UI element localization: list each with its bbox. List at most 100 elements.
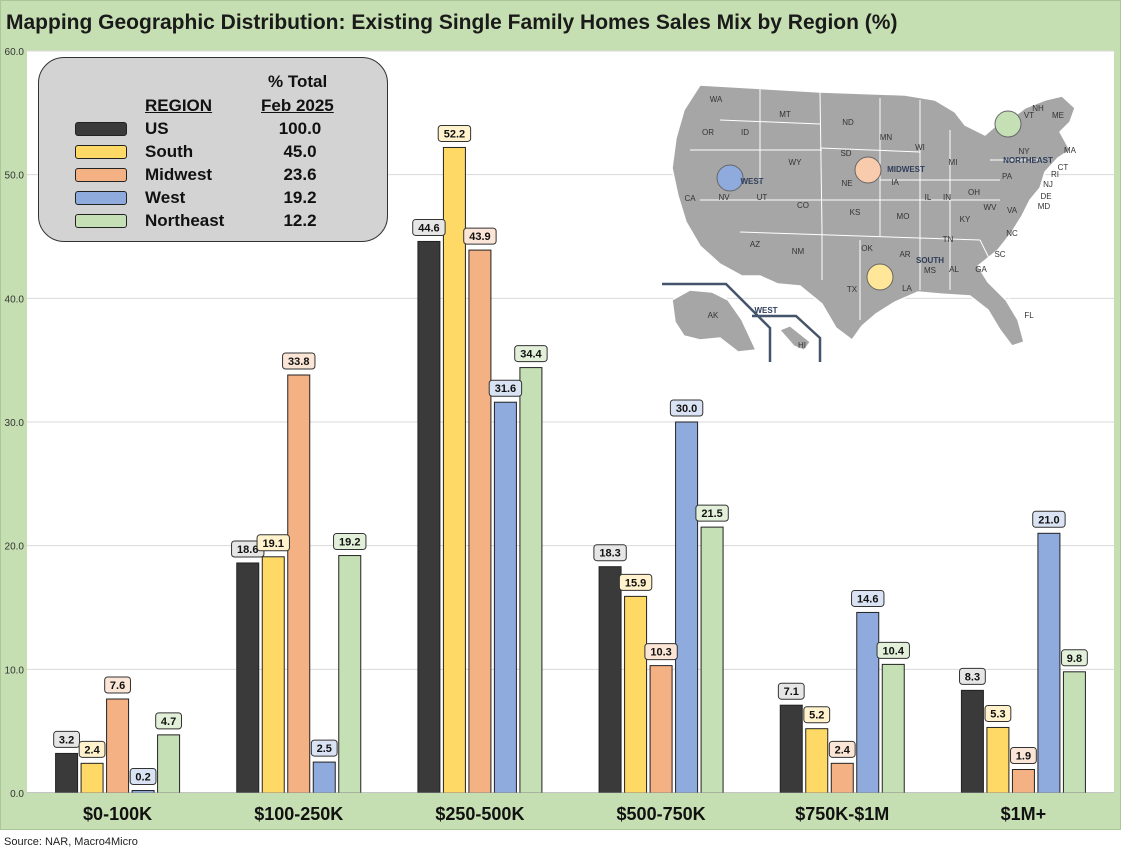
data-label: 2.5	[317, 743, 332, 755]
state-label: TX	[847, 285, 858, 294]
state-label: IN	[943, 193, 951, 202]
state-label: CO	[797, 201, 809, 210]
state-label: OR	[702, 128, 714, 137]
data-label: 43.9	[469, 231, 490, 243]
data-label-box	[256, 534, 290, 552]
bar-northeast	[338, 555, 362, 794]
data-label: 21.0	[1038, 514, 1059, 526]
state-label: NY	[1018, 147, 1030, 156]
state-label: WI	[915, 143, 925, 152]
data-label-box	[53, 730, 80, 748]
x-axis-categories: $0-100K $100-250K $250-500K $500-750K $750K-…	[83, 804, 1046, 824]
data-label: 5.2	[809, 710, 824, 722]
state-border	[819, 147, 921, 153]
state-label: IA	[891, 178, 899, 187]
grid-lines	[27, 50, 1114, 670]
state-label: ND	[842, 118, 854, 127]
x-category-label: $1M+	[1001, 804, 1047, 824]
bar-south	[805, 728, 829, 794]
state-border	[979, 239, 1011, 301]
state-label: OH	[968, 188, 980, 197]
legend-region-value: 45.0	[283, 142, 317, 161]
legend-header-date: Feb 2025	[261, 96, 334, 115]
data-label: 34.4	[520, 349, 542, 361]
legend-table: % Total Feb 2025 REGION US 100.0 South 45.0…	[38, 57, 388, 242]
state-label: NM	[792, 247, 805, 256]
y-tick-label: 30.0	[5, 418, 25, 429]
bar-west	[493, 401, 517, 794]
data-label: 5.3	[990, 708, 1005, 720]
region-label: MIDWEST	[887, 165, 925, 174]
legend-header-total: % Total	[268, 72, 328, 91]
alaska-shape	[671, 289, 758, 353]
bar-midwest	[468, 249, 492, 794]
data-label-box	[463, 227, 497, 245]
data-label-box	[282, 352, 316, 370]
data-label-box	[959, 667, 986, 685]
state-label: UT	[757, 193, 768, 202]
legend-region-value: 100.0	[278, 119, 322, 138]
data-label: 31.6	[495, 383, 516, 395]
data-label-box	[310, 739, 338, 757]
bar-midwest	[106, 698, 130, 794]
inset-divider	[662, 282, 772, 362]
data-label: 19.2	[339, 537, 360, 549]
state-label: SD	[840, 149, 851, 158]
x-category-label: $0-100K	[83, 804, 152, 824]
bars	[55, 146, 1086, 794]
data-label-box	[514, 345, 548, 363]
legend-region-name: West	[145, 188, 186, 207]
data-labels: 3.2 2.4 7.6 0.2 4.7 18.6 19.1 33.8 2.5 19.2 44.6 52…	[53, 124, 1088, 786]
y-axis-ticks: 0.0 10.0 20.0 30.0 40.0 50.0 60.0	[5, 47, 25, 800]
state-border	[719, 119, 821, 125]
data-label: 18.6	[237, 544, 258, 556]
state-label: WV	[984, 203, 998, 212]
state-label: MN	[880, 133, 893, 142]
bar-south	[986, 726, 1010, 794]
region-label: NORTHEAST	[1003, 156, 1053, 165]
region-label: WEST	[740, 177, 763, 186]
data-label: 19.1	[263, 538, 284, 550]
state-label: WA	[710, 95, 723, 104]
state-label: GA	[975, 265, 987, 274]
data-label-box	[78, 740, 106, 758]
bar-us	[598, 566, 622, 794]
chart-title: Mapping Geographic Distribution: Existin…	[6, 11, 898, 34]
data-label: 33.8	[288, 356, 309, 368]
region-marker	[716, 164, 744, 192]
bar-us	[236, 562, 260, 794]
state-label: WY	[789, 158, 803, 167]
data-label-box	[695, 504, 729, 522]
state-label: NH	[1032, 104, 1044, 113]
data-label-box	[644, 643, 678, 661]
state-label: ID	[741, 128, 749, 137]
bar-south	[442, 146, 466, 794]
data-label: 21.5	[701, 508, 722, 520]
state-label: CT	[1058, 163, 1069, 172]
legend-region-name: Midwest	[145, 165, 213, 184]
legend-region-value: 12.2	[283, 211, 317, 230]
data-label: 3.2	[59, 734, 74, 746]
data-label: 10.3	[650, 647, 671, 659]
state-label: SC	[994, 250, 1005, 259]
data-label: 30.0	[676, 403, 697, 415]
bar-west	[312, 761, 336, 794]
y-tick-label: 50.0	[5, 171, 25, 182]
data-label-box	[593, 544, 627, 562]
data-label-box	[1061, 649, 1088, 667]
hawaii-shape	[779, 325, 811, 351]
us-region-map: WA MT ND MN WI MI OR ID SD WY NE IA IL IN OH NV UT CO KS MO…	[662, 84, 1077, 362]
state-label: AK	[708, 311, 719, 320]
state-label: KS	[850, 208, 861, 217]
bar-west	[1037, 532, 1061, 794]
data-label: 14.6	[857, 593, 878, 605]
bar-us	[55, 752, 79, 794]
state-label: MI	[949, 158, 958, 167]
state-label: AL	[949, 265, 959, 274]
data-label: 9.8	[1067, 653, 1082, 665]
state-label: OK	[861, 244, 873, 253]
bar-west	[675, 421, 699, 794]
bar-northeast	[700, 526, 724, 794]
state-label: RI	[1051, 170, 1059, 179]
source-note: Source: NAR, Macro4Micro	[4, 836, 138, 848]
